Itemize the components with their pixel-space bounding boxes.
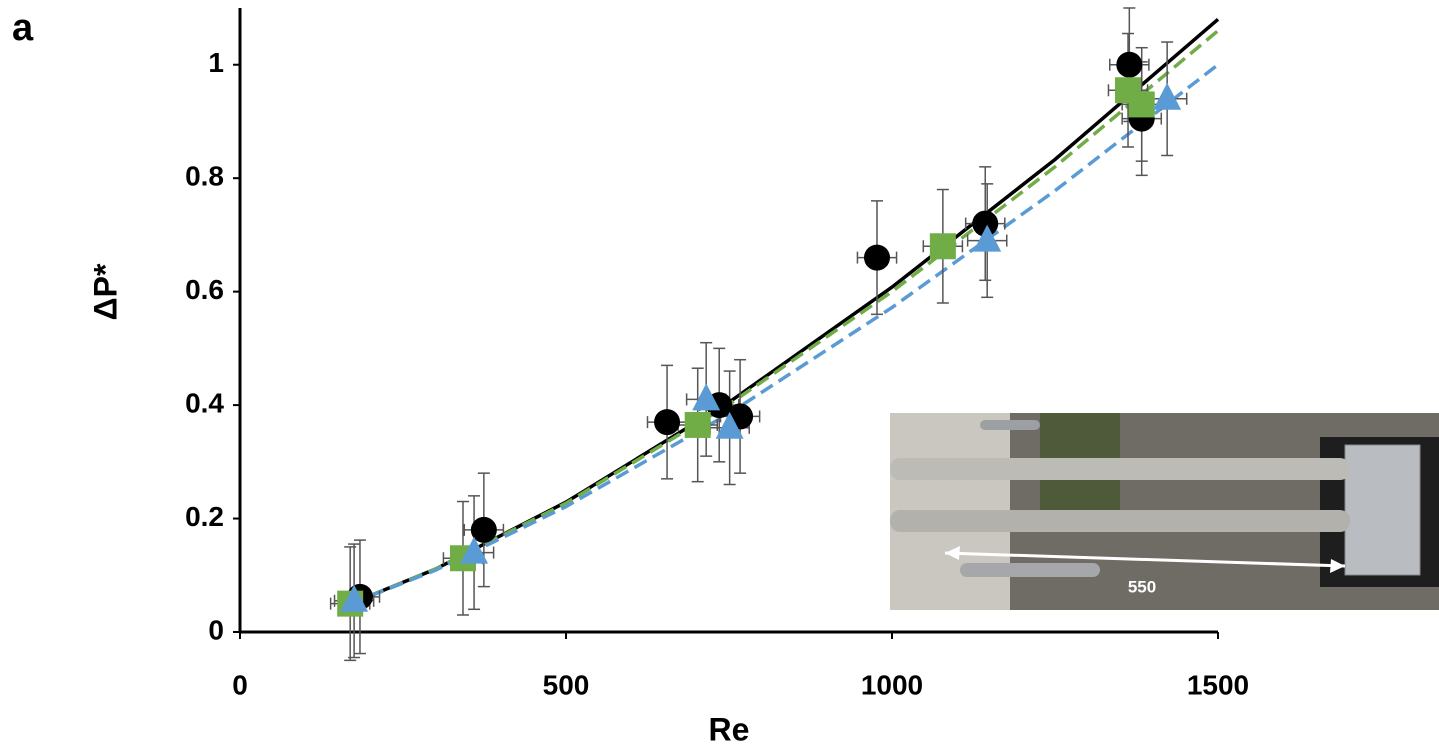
data-point [460, 536, 489, 564]
inset-annotation: 550 [1128, 577, 1156, 596]
data-point [973, 224, 1002, 252]
y-tick-label: 0.2 [185, 501, 224, 532]
data-point [470, 516, 497, 543]
x-tick-label: 0 [232, 669, 248, 700]
data-point [654, 409, 681, 436]
y-tick-label: 0 [208, 614, 224, 645]
data-point [929, 233, 956, 260]
data-point [715, 411, 744, 439]
plot-area: 0 0.2 0.4 0.6 0.8 1 0 500 1000 1500 [185, 7, 1249, 700]
inset-arrowhead [945, 546, 960, 560]
data-point [692, 383, 721, 411]
data-point [1128, 91, 1155, 118]
inset-rod [960, 563, 1100, 577]
y-tick-label: 0.6 [185, 274, 224, 305]
inset-photo: 550 [890, 413, 1439, 610]
inset-tube [890, 510, 1350, 532]
data-point [684, 411, 711, 438]
y-tick-label: 1 [208, 47, 224, 78]
inset-rod [980, 420, 1040, 430]
data-point [1153, 82, 1182, 110]
x-tick-label: 1000 [861, 669, 923, 700]
data-point [864, 244, 891, 271]
inset-arrowhead [1330, 559, 1345, 573]
y-tick-label: 0.4 [185, 387, 224, 418]
data-point [340, 584, 369, 612]
inset-cell [1344, 444, 1421, 576]
data-point [972, 210, 999, 237]
x-axis-label: Re [709, 711, 750, 747]
data-point [1116, 51, 1143, 78]
x-tick-label: 500 [543, 669, 590, 700]
inset-tube [890, 458, 1350, 480]
inset-arrow [944, 551, 1346, 568]
y-tick-label: 0.8 [185, 161, 224, 192]
y-axis-label: ΔP* [87, 263, 123, 320]
panel-label: a [12, 7, 34, 49]
x-tick-label: 1500 [1187, 669, 1249, 700]
